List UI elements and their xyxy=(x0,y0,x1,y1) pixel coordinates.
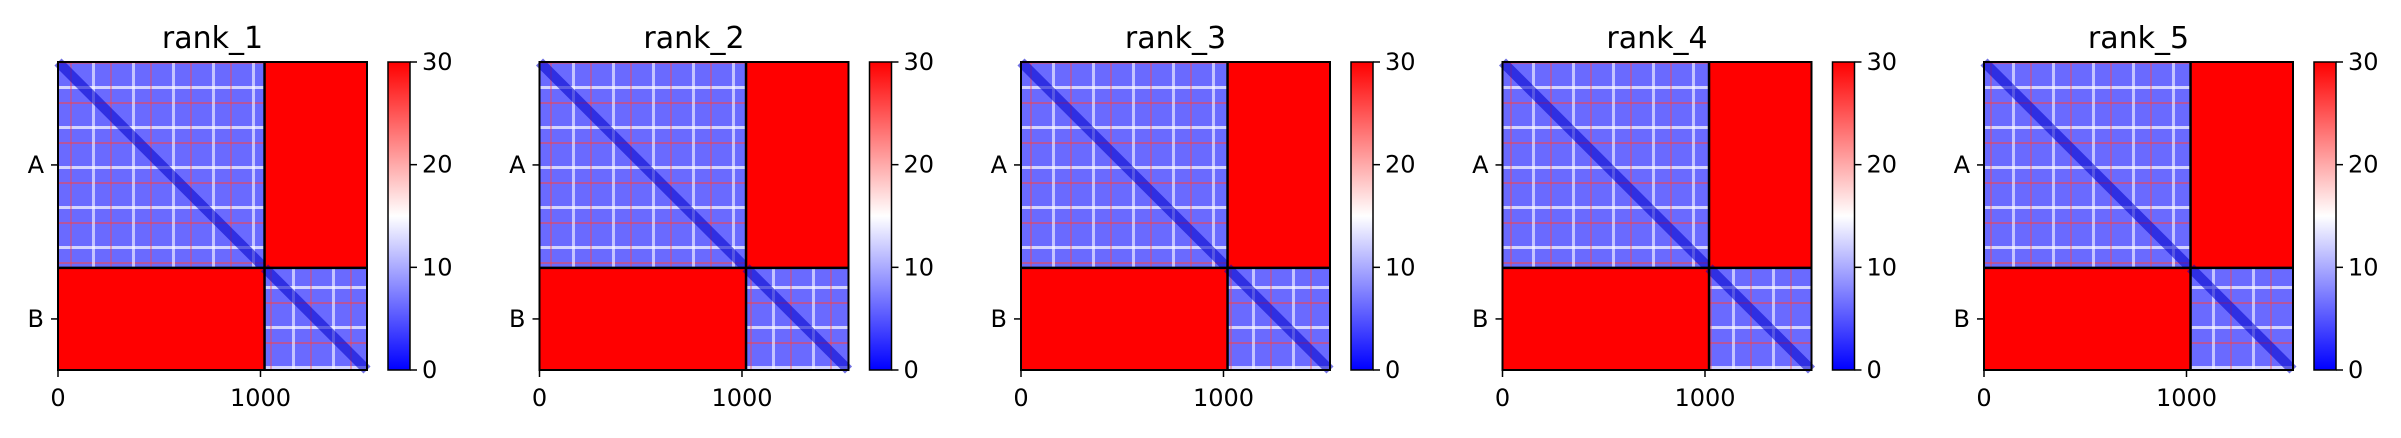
colorbar-tick-label: 0 xyxy=(422,356,437,384)
y-tick-label: B xyxy=(1954,305,1970,333)
y-tick-label: B xyxy=(991,305,1007,333)
x-tick-label: 1000 xyxy=(1674,384,1735,412)
inter-chain-block-BA xyxy=(1984,267,2191,370)
colorbar: 0 10 20 30 xyxy=(1350,48,1416,384)
panel-title: rank_3 xyxy=(1125,21,1226,56)
x-tick-label: 0 xyxy=(1976,384,1991,412)
plot-frame xyxy=(1983,61,2294,371)
colorbar-gradient xyxy=(1831,61,1856,371)
inter-chain-block-BA xyxy=(58,267,265,370)
plot-frame xyxy=(1020,61,1331,371)
x-tick-label: 1000 xyxy=(2156,384,2217,412)
colorbar-tick-label: 30 xyxy=(2348,48,2379,76)
x-tick-label: 1000 xyxy=(230,384,291,412)
colorbar-tick-label: 0 xyxy=(1385,356,1400,384)
colorbar-tick-label: 10 xyxy=(422,253,453,281)
panel-5: rank_5 0 1000 A B 0 10 20 30 xyxy=(1954,21,2379,412)
diagonal-band xyxy=(1017,58,1232,272)
y-tick-label: A xyxy=(1472,151,1489,179)
x-tick-label: 0 xyxy=(50,384,65,412)
panel-3: rank_3 0 1000 A B 0 10 20 30 xyxy=(991,21,1416,412)
colorbar-tick-label: 10 xyxy=(904,253,935,281)
colorbar-tick-label: 20 xyxy=(904,151,935,179)
diagonal-band xyxy=(2187,264,2297,374)
colorbar-tick-label: 20 xyxy=(1385,151,1416,179)
diagonal-band xyxy=(742,264,853,374)
colorbar-tick-label: 0 xyxy=(1867,356,1882,384)
colorbar-tick-label: 30 xyxy=(1385,48,1416,76)
diagonal-band xyxy=(1705,264,1816,374)
inter-chain-block-AB xyxy=(746,62,849,268)
colorbar-tick-label: 10 xyxy=(2348,253,2379,281)
panel-title: rank_5 xyxy=(2088,21,2189,56)
diagonal-band xyxy=(1498,58,1713,272)
inter-chain-block-BA xyxy=(539,267,747,370)
x-tick-label: 0 xyxy=(532,384,547,412)
colorbar-tick-label: 0 xyxy=(904,356,919,384)
diagonal-band xyxy=(261,264,371,374)
colorbar-tick-label: 10 xyxy=(1385,253,1416,281)
inter-chain-block-AB xyxy=(1227,62,1330,268)
diagonal-band xyxy=(535,58,750,272)
colorbar-tick-label: 20 xyxy=(1867,151,1898,179)
colorbar-tick-label: 20 xyxy=(422,151,453,179)
colorbar: 0 10 20 30 xyxy=(868,48,935,384)
x-tick-label: 0 xyxy=(1013,384,1028,412)
y-tick-label: B xyxy=(28,305,44,333)
diagonal-band xyxy=(1224,264,1334,374)
y-tick-label: A xyxy=(991,151,1008,179)
y-tick-label: A xyxy=(509,151,526,179)
colorbar-tick-label: 30 xyxy=(904,48,935,76)
colorbar-tick-label: 20 xyxy=(2348,151,2379,179)
colorbar-tick-label: 10 xyxy=(1867,253,1898,281)
colorbar: 0 10 20 30 xyxy=(387,48,453,384)
plot-frame xyxy=(57,61,368,371)
panel-2: rank_2 0 1000 A B 0 10 20 30 xyxy=(509,21,934,412)
colorbar-gradient xyxy=(868,61,893,371)
y-tick-label: A xyxy=(28,151,45,179)
y-tick-label: A xyxy=(1954,151,1971,179)
panel-1: rank_1 0 1000 A B 0 10 20 30 xyxy=(28,21,453,412)
x-tick-label: 0 xyxy=(1495,384,1510,412)
inter-chain-block-BA xyxy=(1502,267,1710,370)
plot-frame xyxy=(1501,61,1813,371)
colorbar-tick-label: 30 xyxy=(1867,48,1898,76)
panel-title: rank_1 xyxy=(162,21,263,56)
y-tick-label: B xyxy=(509,305,525,333)
panel-title: rank_2 xyxy=(643,21,744,56)
colorbar-gradient xyxy=(2313,61,2337,371)
inter-chain-block-BA xyxy=(1021,267,1228,370)
colorbar-gradient xyxy=(387,61,411,371)
colorbar: 0 10 20 30 xyxy=(1831,48,1898,384)
colorbar: 0 10 20 30 xyxy=(2313,48,2379,384)
panel-title: rank_4 xyxy=(1606,21,1707,56)
inter-chain-block-AB xyxy=(2190,62,2293,268)
panel-4: rank_4 0 1000 A B 0 10 20 30 xyxy=(1472,21,1897,412)
diagonal-band xyxy=(54,58,269,272)
inter-chain-block-AB xyxy=(264,62,367,268)
diagonal-band xyxy=(1980,58,2195,272)
plot-frame xyxy=(538,61,850,371)
x-tick-label: 1000 xyxy=(711,384,772,412)
x-tick-label: 1000 xyxy=(1193,384,1254,412)
colorbar-tick-label: 30 xyxy=(422,48,453,76)
colorbar-tick-label: 0 xyxy=(2348,356,2363,384)
colorbar-gradient xyxy=(1350,61,1374,371)
inter-chain-block-AB xyxy=(1709,62,1812,268)
y-tick-label: B xyxy=(1472,305,1488,333)
